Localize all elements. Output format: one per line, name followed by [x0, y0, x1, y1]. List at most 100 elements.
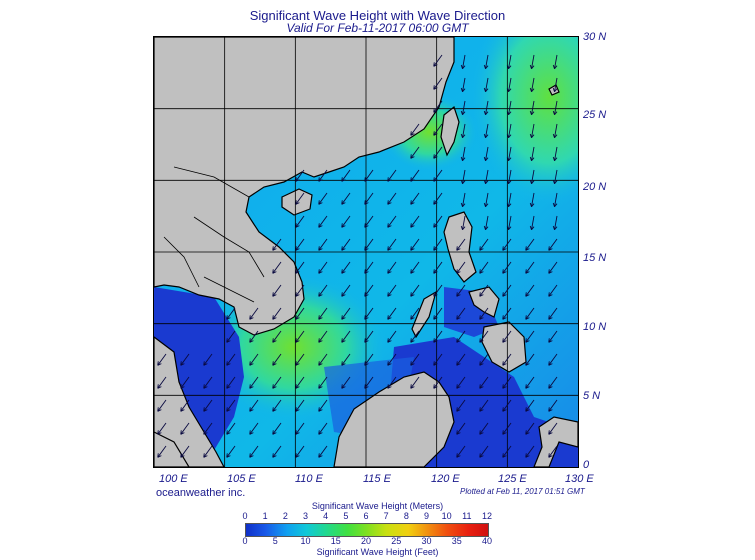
direction-arrow-head [295, 179, 300, 182]
direction-arrow-head [203, 430, 205, 435]
direction-arrow-head [318, 177, 320, 182]
direction-arrow [410, 353, 420, 366]
direction-arrow [462, 100, 466, 115]
colorbar-meter-tick: 3 [302, 511, 308, 521]
direction-arrow-head [157, 361, 159, 366]
direction-arrow [502, 422, 512, 435]
direction-arrow [548, 422, 558, 435]
direction-arrow-head [295, 294, 300, 297]
credit-text: oceanweather inc. [156, 487, 246, 499]
direction-arrow [203, 399, 213, 412]
direction-arrow-head [433, 225, 438, 228]
direction-arrow [456, 422, 466, 435]
direction-arrow-head [387, 317, 392, 320]
direction-arrow [295, 284, 305, 297]
direction-arrow-head [295, 363, 300, 366]
direction-arrow [548, 399, 558, 412]
direction-arrow-head [295, 386, 300, 389]
colorbar-feet-tick: 25 [391, 536, 402, 546]
direction-arrow [226, 422, 236, 435]
direction-arrow-head [226, 432, 231, 435]
colorbar-meter-tick: 8 [403, 511, 409, 521]
direction-arrow-head [318, 202, 323, 205]
direction-arrow-head [295, 384, 297, 389]
direction-arrow-head [249, 453, 251, 458]
direction-arrow-head [272, 292, 274, 297]
direction-arrow-head [341, 271, 346, 274]
direction-arrow [272, 330, 282, 343]
direction-arrow-head [502, 407, 504, 412]
direction-arrow-head [249, 315, 251, 320]
direction-arrow-head [364, 386, 369, 389]
colorbar-feet-tick: 20 [360, 536, 371, 546]
direction-arrow-head [157, 409, 162, 412]
direction-arrow-head [249, 455, 254, 458]
direction-arrow-head [502, 384, 504, 389]
direction-arrow [341, 284, 351, 297]
direction-arrow-head [341, 292, 343, 297]
direction-arrow-head [410, 361, 412, 366]
direction-arrow-head [364, 315, 366, 320]
direction-arrow-head [433, 223, 435, 228]
direction-arrow [462, 146, 466, 161]
direction-arrow [180, 399, 190, 412]
direction-arrow [502, 261, 512, 274]
direction-arrow [456, 376, 466, 389]
direction-arrow [318, 169, 328, 182]
direction-arrow [272, 307, 282, 320]
direction-arrow [364, 284, 374, 297]
mindanao-island [481, 321, 527, 373]
lat-label-20n: 20 N [583, 181, 607, 193]
direction-arrow [485, 192, 489, 207]
mainland-asia [154, 37, 455, 336]
direction-arrow-head [479, 294, 484, 297]
direction-arrow-head [341, 248, 346, 251]
direction-arrow-head [548, 246, 550, 251]
direction-arrow-head [318, 455, 323, 458]
direction-arrow-head [157, 386, 162, 389]
colorbar-feet-tick: 5 [272, 536, 278, 546]
direction-arrow-head [272, 409, 277, 412]
direction-arrow-head [554, 88, 558, 93]
direction-arrow-head [226, 455, 231, 458]
lon-label-130e: 130 E [565, 473, 594, 485]
direction-arrow-head [508, 134, 512, 139]
direction-arrow [554, 77, 558, 92]
direction-arrow [479, 445, 489, 458]
direction-arrow [548, 353, 558, 366]
direction-arrow-head [506, 110, 509, 115]
direction-arrow-head [433, 338, 435, 343]
direction-arrow [548, 376, 558, 389]
direction-arrow [364, 215, 374, 228]
direction-arrow [479, 376, 489, 389]
direction-arrow-head [525, 432, 530, 435]
direction-arrow-head [387, 294, 392, 297]
direction-arrow-head [433, 62, 435, 67]
direction-arrow-head [410, 317, 415, 320]
direction-arrow-head [203, 432, 208, 435]
direction-arrow-head [387, 177, 389, 182]
direction-arrow-head [525, 407, 527, 412]
direction-arrow-head [433, 154, 435, 159]
direction-arrow-head [364, 246, 366, 251]
direction-arrow [410, 215, 420, 228]
direction-arrow [502, 353, 512, 366]
direction-arrow-head [456, 384, 458, 389]
direction-arrow-head [462, 157, 466, 162]
direction-arrow-head [502, 430, 504, 435]
direction-arrow [203, 422, 213, 435]
direction-arrow [387, 215, 397, 228]
direction-arrow [479, 422, 489, 435]
direction-arrow [525, 238, 535, 251]
direction-arrow [525, 307, 535, 320]
direction-arrow-head [548, 384, 550, 389]
direction-arrow-head [272, 453, 274, 458]
direction-arrow [180, 353, 190, 366]
direction-arrow [341, 307, 351, 320]
direction-arrow-head [318, 386, 323, 389]
direction-arrow-head [387, 269, 389, 274]
direction-arrow-head [410, 340, 415, 343]
direction-arrow-head [479, 361, 481, 366]
direction-arrow [462, 215, 466, 230]
direction-arrow-head [508, 65, 512, 70]
